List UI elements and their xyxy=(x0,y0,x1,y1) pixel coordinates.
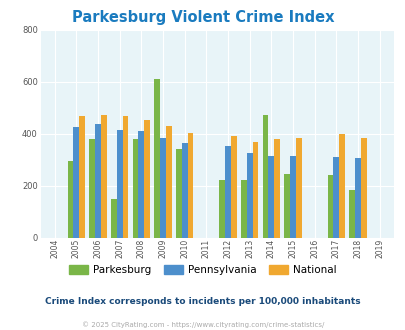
Bar xyxy=(246,152,252,238)
Bar xyxy=(240,181,246,238)
Bar xyxy=(144,120,150,238)
Bar xyxy=(89,139,95,238)
Bar xyxy=(79,116,85,238)
Bar xyxy=(181,143,187,238)
Bar xyxy=(290,156,295,238)
Bar xyxy=(327,175,333,238)
Bar xyxy=(274,139,279,238)
Text: © 2025 CityRating.com - https://www.cityrating.com/crime-statistics/: © 2025 CityRating.com - https://www.city… xyxy=(82,322,323,328)
Bar xyxy=(73,127,79,238)
Bar xyxy=(187,133,193,238)
Bar xyxy=(354,158,360,238)
Bar xyxy=(268,156,274,238)
Bar xyxy=(219,181,224,238)
Bar xyxy=(252,142,258,238)
Bar xyxy=(95,124,101,238)
Bar xyxy=(101,115,107,238)
Bar xyxy=(295,138,301,238)
Bar xyxy=(166,126,171,238)
Bar xyxy=(262,115,268,238)
Legend: Parkesburg, Pennsylvania, National: Parkesburg, Pennsylvania, National xyxy=(65,261,340,280)
Bar xyxy=(230,136,236,238)
Bar xyxy=(117,130,122,238)
Bar xyxy=(67,161,73,238)
Bar xyxy=(175,149,181,238)
Bar xyxy=(360,138,366,238)
Text: Parkesburg Violent Crime Index: Parkesburg Violent Crime Index xyxy=(72,10,333,25)
Bar xyxy=(138,131,144,238)
Bar xyxy=(339,134,344,238)
Bar xyxy=(122,116,128,238)
Bar xyxy=(160,138,166,238)
Bar xyxy=(132,139,138,238)
Text: Crime Index corresponds to incidents per 100,000 inhabitants: Crime Index corresponds to incidents per… xyxy=(45,297,360,306)
Bar xyxy=(111,199,117,238)
Bar xyxy=(154,79,160,238)
Bar xyxy=(224,146,230,238)
Bar xyxy=(348,189,354,238)
Bar xyxy=(284,174,290,238)
Bar xyxy=(333,156,339,238)
